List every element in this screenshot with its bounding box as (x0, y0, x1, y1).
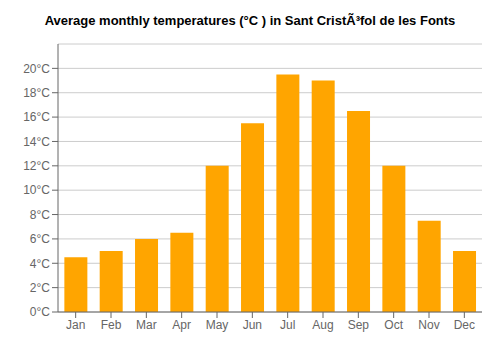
svg-text:14°C: 14°C (23, 135, 50, 149)
svg-text:8°C: 8°C (30, 208, 50, 222)
svg-text:May: May (206, 318, 229, 332)
svg-text:20°C: 20°C (23, 62, 50, 76)
svg-text:Jan: Jan (66, 318, 85, 332)
svg-text:Jun: Jun (243, 318, 262, 332)
svg-text:Oct: Oct (384, 318, 403, 332)
svg-text:0°C: 0°C (30, 305, 50, 319)
svg-text:10°C: 10°C (23, 183, 50, 197)
svg-text:Apr: Apr (172, 318, 191, 332)
svg-text:Aug: Aug (312, 318, 333, 332)
svg-text:Dec: Dec (454, 318, 475, 332)
svg-text:6°C: 6°C (30, 232, 50, 246)
svg-text:4°C: 4°C (30, 257, 50, 271)
svg-text:Nov: Nov (418, 318, 439, 332)
svg-text:12°C: 12°C (23, 159, 50, 173)
svg-text:2°C: 2°C (30, 281, 50, 295)
svg-text:Feb: Feb (101, 318, 122, 332)
svg-text:Mar: Mar (136, 318, 157, 332)
html-text:Average monthly temperatures (: Average monthly temperatures (°C ) in Sa… (44, 13, 456, 28)
svg-text:18°C: 18°C (23, 86, 50, 100)
svg-text:16°C: 16°C (23, 110, 50, 124)
svg-text:Jul: Jul (280, 318, 295, 332)
svg-text:Sep: Sep (348, 318, 370, 332)
